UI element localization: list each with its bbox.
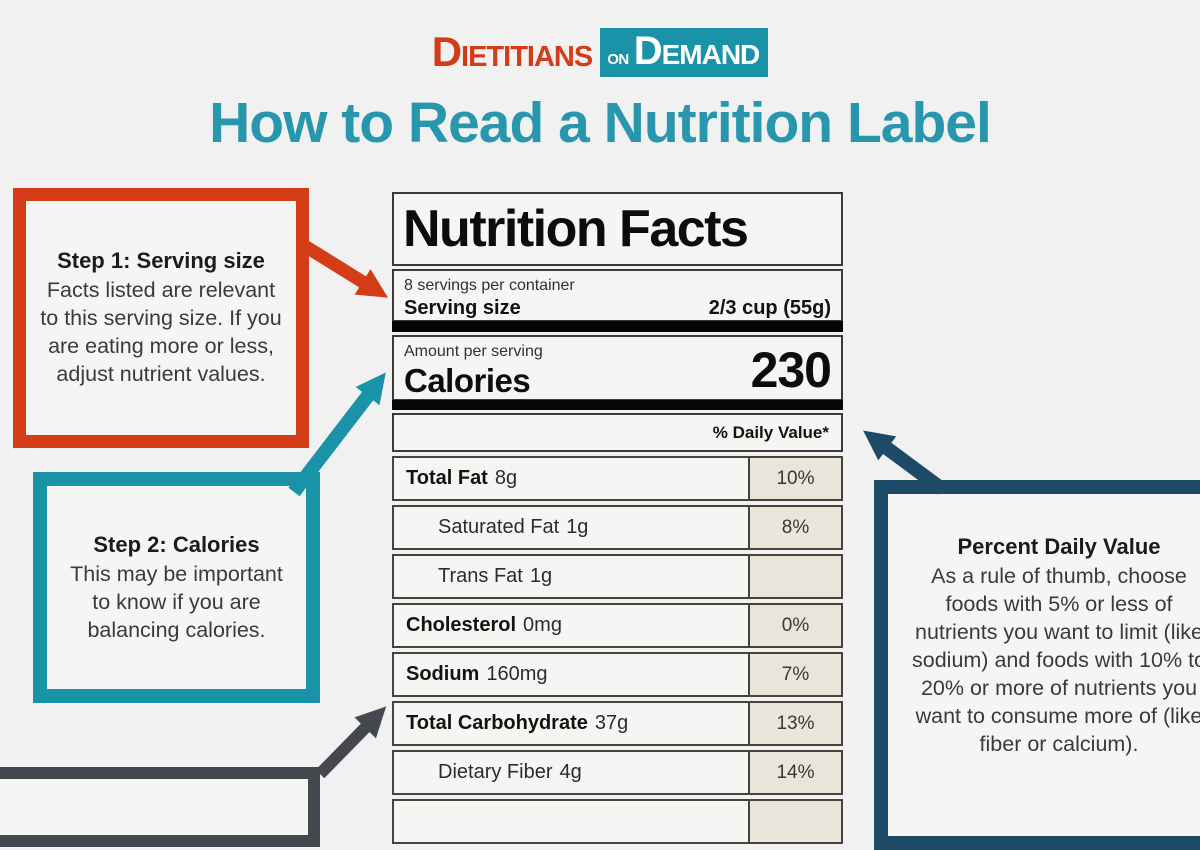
- step3-arrow: [315, 706, 387, 779]
- brand-logo: Dietitians on Demand: [0, 26, 1200, 78]
- nutrient-row-cholesterol: Cholesterol 0mg 0%: [392, 603, 843, 648]
- calories-value: 230: [750, 342, 832, 398]
- nutrient-row-sodium: Sodium 160mg 7%: [392, 652, 843, 697]
- nutrient-amount: 4g: [559, 761, 582, 783]
- nutrient-row-saturated-fat: Saturated Fat 1g 8%: [392, 505, 843, 550]
- serving-size-section: 8 servings per container Serving size 2/…: [392, 269, 843, 322]
- nutrient-name: Trans Fat: [438, 565, 523, 587]
- nutrient-name: Total Carbohydrate: [406, 712, 588, 734]
- callout-body: As a rule of thumb, choose foods with 5%…: [912, 564, 1200, 756]
- nutrient-row-trans-fat: Trans Fat 1g: [392, 554, 843, 599]
- calories-label: Calories: [404, 362, 531, 399]
- page-title: How to Read a Nutrition Label: [209, 91, 992, 155]
- callout-step3-partial: [0, 767, 320, 847]
- nutrient-name: Total Fat: [406, 467, 488, 489]
- serving-size-label: Serving size: [404, 297, 521, 319]
- label-title-box: Nutrition Facts: [392, 192, 843, 266]
- nutrient-amount: 37g: [594, 712, 629, 734]
- callout-body: This may be important to know if you are…: [70, 561, 283, 642]
- nutrient-daily-value: 7%: [748, 654, 841, 695]
- calories-section: Amount per serving Calories 230: [392, 335, 843, 401]
- nutrient-amount: 1g: [529, 565, 553, 587]
- nutrient-daily-value: 10%: [748, 458, 841, 499]
- nutrient-name: Sodium: [406, 663, 480, 685]
- logo-dietitians-text: Dietitians: [431, 28, 594, 75]
- callout-heading: Percent Daily Value: [957, 534, 1161, 559]
- nutrition-facts-label: Nutrition Facts 8 servings per container…: [392, 192, 843, 844]
- logo-demand-text: Demand: [633, 28, 761, 73]
- nutrient-daily-value: 0%: [748, 605, 841, 646]
- thick-divider-bar: [392, 321, 843, 332]
- nutrient-amount: 0mg: [523, 614, 562, 636]
- nutrient-name: Dietary Fiber: [438, 761, 553, 783]
- nutrient-row-partial: [392, 799, 843, 844]
- infographic-page: { "logo": { "dietitians": "Dietitians", …: [0, 26, 1200, 850]
- nutrient-daily-value: 8%: [748, 507, 841, 548]
- thick-divider-bar: [392, 400, 843, 410]
- callout-heading: Step 1: Serving size: [57, 248, 265, 273]
- label-title: Nutrition Facts: [403, 200, 749, 258]
- nutrient-daily-value: [748, 556, 841, 597]
- callout-heading: Step 2: Calories: [93, 531, 260, 557]
- nutrient-name: Saturated Fat: [438, 516, 560, 538]
- callout-percent-daily-value: Percent Daily Value As a rule of thumb, …: [874, 480, 1200, 850]
- amount-per-serving: Amount per serving: [404, 343, 543, 360]
- nutrient-amount: 8g: [494, 467, 518, 489]
- step1-arrow: [296, 237, 389, 298]
- servings-per-container: 8 servings per container: [404, 277, 575, 294]
- nutrient-amount: 160mg: [486, 663, 548, 685]
- callout-body: Facts listed are relevant to this servin…: [40, 278, 282, 386]
- daily-value-header-box: % Daily Value*: [392, 413, 843, 452]
- callout-step2-calories: Step 2: Calories This may be important t…: [33, 472, 320, 703]
- callout-step1-serving-size: Step 1: Serving size Facts listed are re…: [13, 188, 309, 448]
- nutrient-amount: 1g: [566, 516, 589, 538]
- nutrient-daily-value: 14%: [748, 752, 841, 793]
- serving-size-value: 2/3 cup (55g): [708, 297, 831, 319]
- nutrient-row-dietary-fiber: Dietary Fiber 4g 14%: [392, 750, 843, 795]
- logo-on-demand-badge: on Demand: [600, 27, 769, 77]
- logo-on-text: on: [607, 43, 629, 69]
- nutrient-name: Cholesterol: [406, 614, 517, 636]
- nutrient-daily-value: 13%: [748, 703, 841, 744]
- daily-value-header: % Daily Value*: [712, 422, 829, 442]
- nutrient-row-total-carbohydrate: Total Carbohydrate 37g 13%: [392, 701, 843, 746]
- nutrient-row-total-fat: Total Fat 8g 10%: [392, 456, 843, 501]
